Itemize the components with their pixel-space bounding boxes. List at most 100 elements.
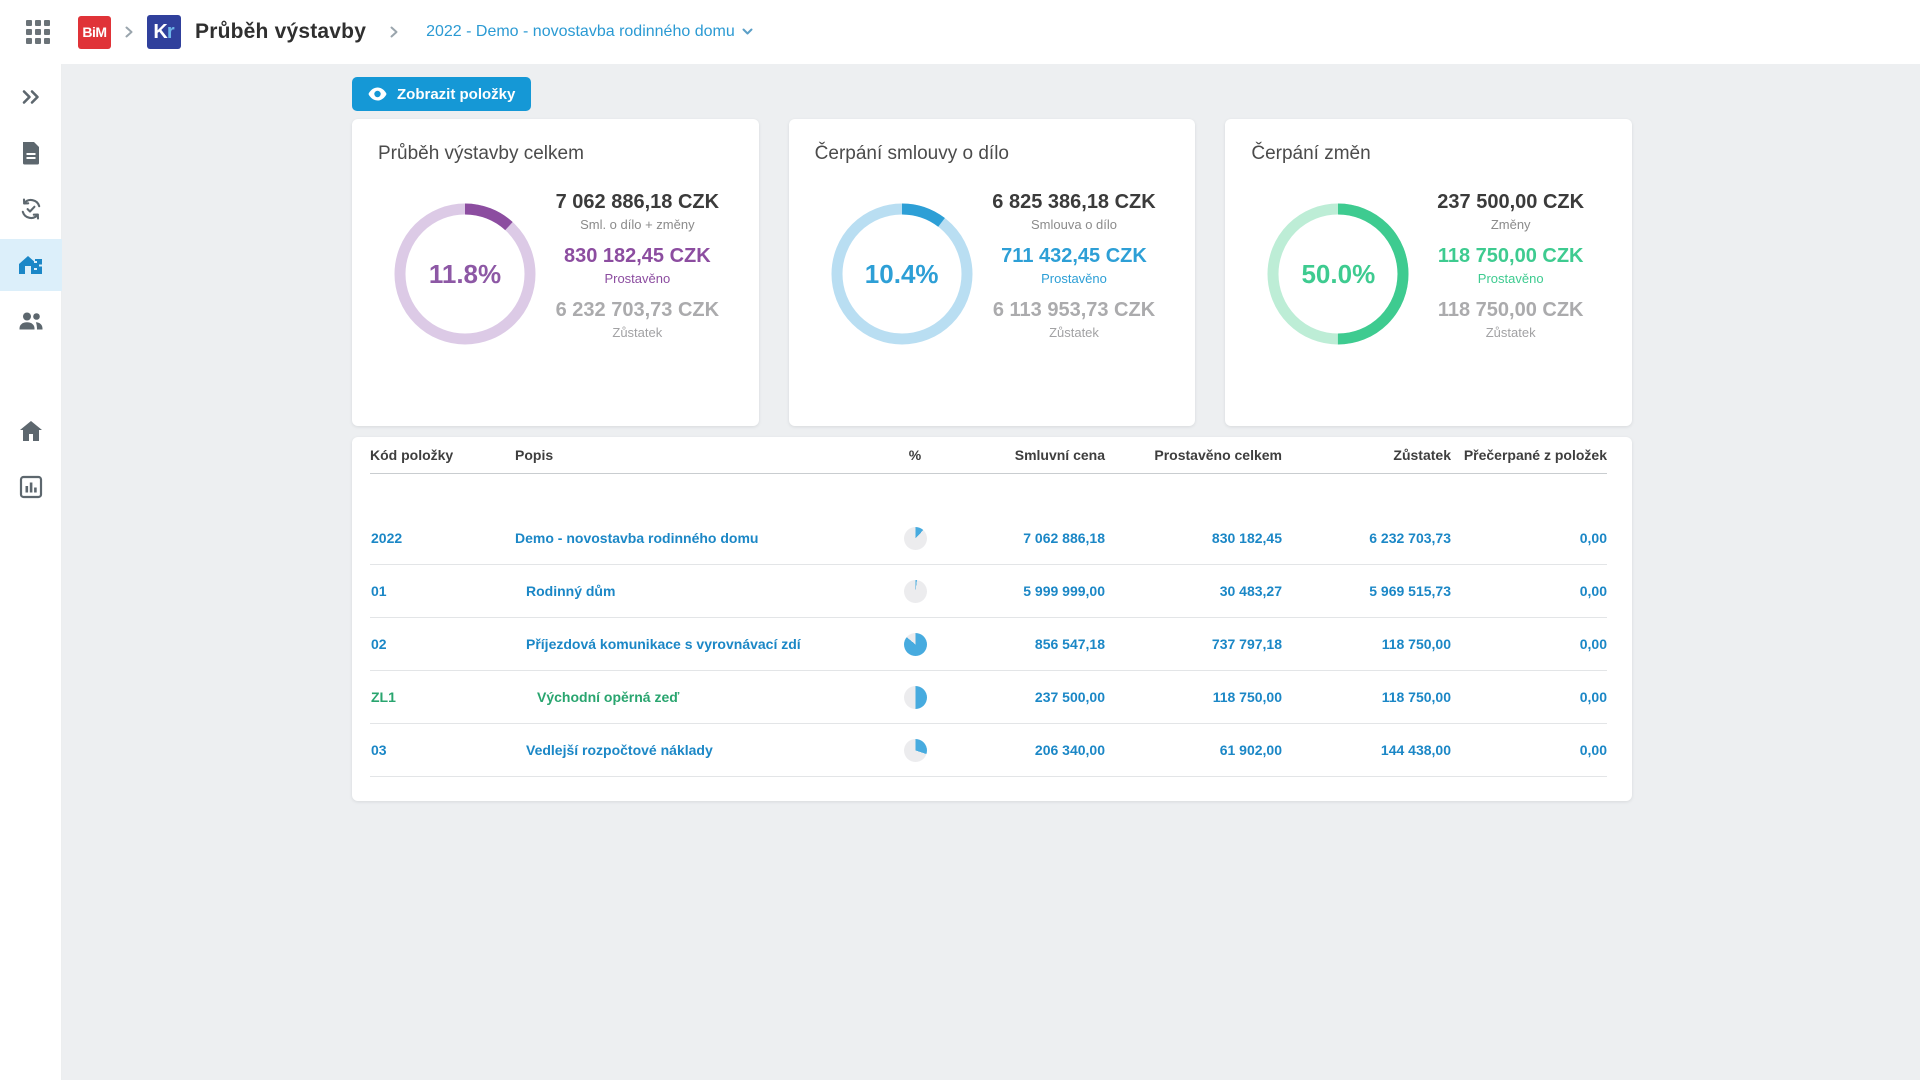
eye-icon bbox=[368, 87, 387, 101]
row-remaining: 118 750,00 bbox=[1381, 689, 1451, 705]
show-items-button[interactable]: Zobrazit položky bbox=[352, 77, 532, 111]
sidebar-item-expand[interactable] bbox=[0, 71, 62, 123]
card-remaining-value: 6 113 953,73 CZK Zůstatek bbox=[992, 299, 1156, 340]
card-built-value: 711 432,45 CZK Prostavěno bbox=[1001, 245, 1147, 286]
row-overdrawn: 0,00 bbox=[1579, 689, 1607, 705]
bim-logo[interactable]: BiM bbox=[78, 15, 111, 49]
kros-logo-k: K bbox=[153, 20, 168, 43]
card-remaining-value: 118 750,00 CZK Zůstatek bbox=[1437, 299, 1584, 340]
main-area: Zobrazit položky Průběh výstavby celkem … bbox=[62, 64, 1920, 1080]
sidebar-item-home[interactable] bbox=[0, 405, 62, 457]
sidebar-item-people[interactable] bbox=[0, 295, 62, 347]
card-built-value: 830 182,45 CZK Prostavěno bbox=[563, 245, 711, 286]
row-code-link[interactable]: 02 bbox=[371, 636, 387, 652]
table-row[interactable]: ZL1 Východní opěrná zeď 237 500,00 118 7… bbox=[370, 671, 1607, 724]
page-title: Průběh výstavby bbox=[195, 20, 367, 43]
row-description-link[interactable]: Příjezdová komunikace s vyrovnávací zdí bbox=[526, 636, 801, 652]
pie-progress-icon bbox=[903, 526, 927, 550]
row-code-link[interactable]: 01 bbox=[371, 583, 387, 599]
row-description-link[interactable]: Vedlejší rozpočtové náklady bbox=[526, 742, 713, 758]
sidebar-item-sync[interactable] bbox=[0, 183, 62, 235]
house-construction-icon bbox=[19, 256, 42, 274]
document-icon bbox=[23, 142, 39, 165]
row-remaining: 5 969 515,73 bbox=[1369, 583, 1451, 599]
pie-progress-icon bbox=[903, 632, 927, 656]
sidebar-spacer bbox=[0, 351, 61, 405]
card-total-value: 7 062 886,18 CZK Sml. o dílo + změny bbox=[555, 191, 720, 232]
chevron-down-icon bbox=[742, 28, 753, 35]
donut-percent-label: 50.0% bbox=[1301, 258, 1376, 289]
row-code-link[interactable]: 2022 bbox=[371, 530, 403, 546]
pie-progress-icon bbox=[903, 579, 927, 603]
card-changes-drawdown: Čerpání změn 50.0% 237 500,00 CZK Změny bbox=[1225, 119, 1633, 426]
table-row[interactable]: 2022 Demo - novostavba rodinného domu 7 … bbox=[370, 512, 1607, 565]
row-code-link[interactable]: 03 bbox=[371, 742, 387, 758]
sidebar-item-construction-progress[interactable] bbox=[0, 239, 62, 291]
row-overdrawn: 0,00 bbox=[1579, 636, 1607, 652]
column-header-remaining: Zůstatek bbox=[1393, 447, 1451, 463]
double-chevron-right-icon bbox=[22, 90, 39, 104]
row-code-link[interactable]: ZL1 bbox=[371, 689, 396, 705]
donut-percent-label: 10.4% bbox=[864, 258, 939, 289]
column-header-built-total: Prostavěno celkem bbox=[1154, 447, 1282, 463]
items-table: Kód položky Popis % Smluvní cena Prostav… bbox=[352, 437, 1632, 801]
card-remaining-value: 6 232 703,73 CZK Zůstatek bbox=[555, 299, 720, 340]
home-icon bbox=[20, 421, 42, 441]
column-header-overdrawn: Přečerpané z položek bbox=[1463, 447, 1607, 463]
column-header-description: Popis bbox=[515, 447, 554, 463]
kros-logo-r: r bbox=[166, 20, 175, 43]
card-title: Čerpání smlouvy o dílo bbox=[814, 143, 1009, 164]
row-contract-price: 206 340,00 bbox=[1034, 742, 1105, 758]
people-icon bbox=[19, 312, 43, 330]
row-description-link[interactable]: Východní opěrná zeď bbox=[537, 689, 680, 705]
card-title: Průběh výstavby celkem bbox=[378, 143, 584, 164]
row-overdrawn: 0,00 bbox=[1579, 583, 1607, 599]
row-overdrawn: 0,00 bbox=[1579, 530, 1607, 546]
sidebar-item-reports[interactable] bbox=[0, 461, 62, 513]
donut-percent-label: 11.8% bbox=[428, 258, 502, 289]
card-total-value: 6 825 386,18 CZK Smlouva o dílo bbox=[992, 191, 1156, 232]
table-row[interactable]: 01 Rodinný dům 5 999 999,00 30 483,27 5 … bbox=[370, 565, 1607, 618]
project-selector[interactable]: 2022 - Demo - novostavba rodinného domu bbox=[426, 23, 753, 41]
summary-cards: Průběh výstavby celkem 11.8% 7 062 886,1… bbox=[352, 119, 1633, 426]
card-title: Čerpání změn bbox=[1251, 143, 1371, 164]
table-row[interactable]: 02 Příjezdová komunikace s vyrovnávací z… bbox=[370, 618, 1607, 671]
row-contract-price: 5 999 999,00 bbox=[1023, 583, 1105, 599]
row-description-link[interactable]: Rodinný dům bbox=[526, 583, 616, 599]
sidebar bbox=[0, 64, 62, 1080]
apps-grid-icon[interactable] bbox=[26, 20, 50, 44]
row-contract-price: 7 062 886,18 bbox=[1023, 530, 1105, 546]
row-contract-price: 237 500,00 bbox=[1034, 689, 1105, 705]
row-built-total: 118 750,00 bbox=[1212, 689, 1282, 705]
row-contract-price: 856 547,18 bbox=[1034, 636, 1105, 652]
row-overdrawn: 0,00 bbox=[1579, 742, 1607, 758]
card-contract-drawdown: Čerpání smlouvy o dílo 10.4% 6 825 386,1… bbox=[788, 119, 1196, 426]
show-items-label: Zobrazit položky bbox=[397, 85, 516, 103]
row-built-total: 737 797,18 bbox=[1211, 636, 1282, 652]
row-built-total: 61 902,00 bbox=[1219, 742, 1282, 758]
chevron-right-icon bbox=[388, 25, 400, 39]
row-remaining: 144 438,00 bbox=[1380, 742, 1451, 758]
bar-chart-icon bbox=[19, 475, 43, 499]
donut-chart: 10.4% bbox=[827, 199, 977, 349]
donut-chart: 11.8% bbox=[390, 199, 540, 349]
sync-check-icon bbox=[21, 198, 41, 220]
chevron-right-icon bbox=[123, 25, 135, 39]
row-remaining: 6 232 703,73 bbox=[1369, 530, 1451, 546]
donut-chart: 50.0% bbox=[1263, 199, 1413, 349]
table-row[interactable]: 03 Vedlejší rozpočtové náklady 206 340,0… bbox=[370, 724, 1607, 777]
card-built-value: 118 750,00 CZK Prostavěno bbox=[1437, 245, 1584, 286]
column-header-contract-price: Smluvní cena bbox=[1014, 447, 1105, 463]
row-built-total: 30 483,27 bbox=[1219, 583, 1282, 599]
column-header-percent: % bbox=[908, 447, 922, 463]
row-remaining: 118 750,00 bbox=[1381, 636, 1451, 652]
card-total-value: 237 500,00 CZK Změny bbox=[1437, 191, 1585, 232]
row-built-total: 830 182,45 bbox=[1211, 530, 1282, 546]
project-selector-label: 2022 - Demo - novostavba rodinného domu bbox=[426, 23, 735, 40]
row-description-link[interactable]: Demo - novostavba rodinného domu bbox=[515, 530, 759, 546]
column-header-code: Kód položky bbox=[370, 447, 454, 463]
pie-progress-icon bbox=[903, 738, 927, 762]
sidebar-item-documents[interactable] bbox=[0, 127, 62, 179]
